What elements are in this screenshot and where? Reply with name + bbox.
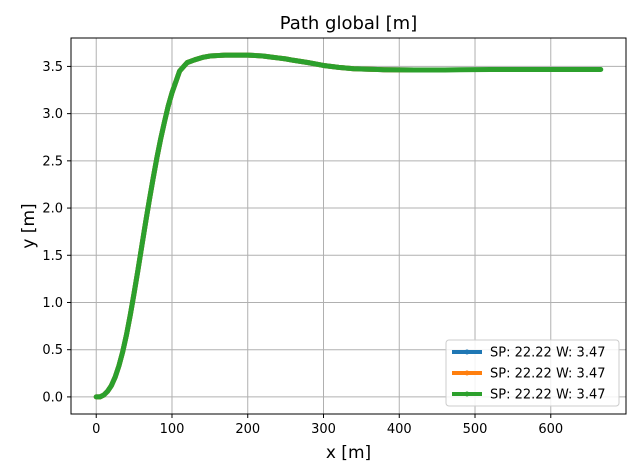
- y-tick-label: 2.0: [42, 202, 63, 217]
- legend-marker-2: [464, 370, 470, 376]
- legend-marker-3: [464, 391, 470, 397]
- x-tick-label: 400: [387, 422, 412, 437]
- legend-label-2: SP: 22.22 W: 3.47: [490, 367, 606, 382]
- x-tick-label: 200: [235, 422, 260, 437]
- x-tick-label: 500: [463, 422, 488, 437]
- y-tick-label: 1.0: [42, 296, 63, 311]
- legend-label-1: SP: 22.22 W: 3.47: [490, 346, 606, 361]
- x-axis-label: x [m]: [326, 443, 371, 463]
- plot-frame: [70, 37, 627, 415]
- y-axis-label: y [m]: [19, 203, 39, 248]
- legend-label-3: SP: 22.22 W: 3.47: [490, 388, 606, 403]
- series-layer: [93, 52, 604, 400]
- y-tick-label: 3.0: [42, 107, 63, 122]
- y-tick-label: 3.5: [42, 60, 63, 75]
- y-tick-label: 1.5: [42, 249, 63, 264]
- legend: SP: 22.22 W: 3.47 SP: 22.22 W: 3.47 SP: 22…: [445, 339, 620, 407]
- y-tick-label: 2.5: [42, 154, 63, 169]
- x-tick-label: 300: [311, 422, 336, 437]
- y-tick-label: 0.5: [42, 343, 63, 358]
- x-tick-label: 600: [538, 422, 563, 437]
- x-tick-label: 100: [160, 422, 185, 437]
- chart-title: Path global [m]: [280, 13, 417, 34]
- series-line-3: [93, 52, 604, 400]
- legend-box: [445, 339, 620, 407]
- tick-layer: 0 100 200 300 400 500 600 0.0 0.5 1.0 1.5 2.0 2.5 3.0…: [42, 60, 563, 437]
- x-tick-label: 0: [92, 422, 100, 437]
- legend-marker-1: [464, 349, 470, 355]
- y-tick-label: 0.0: [42, 390, 63, 405]
